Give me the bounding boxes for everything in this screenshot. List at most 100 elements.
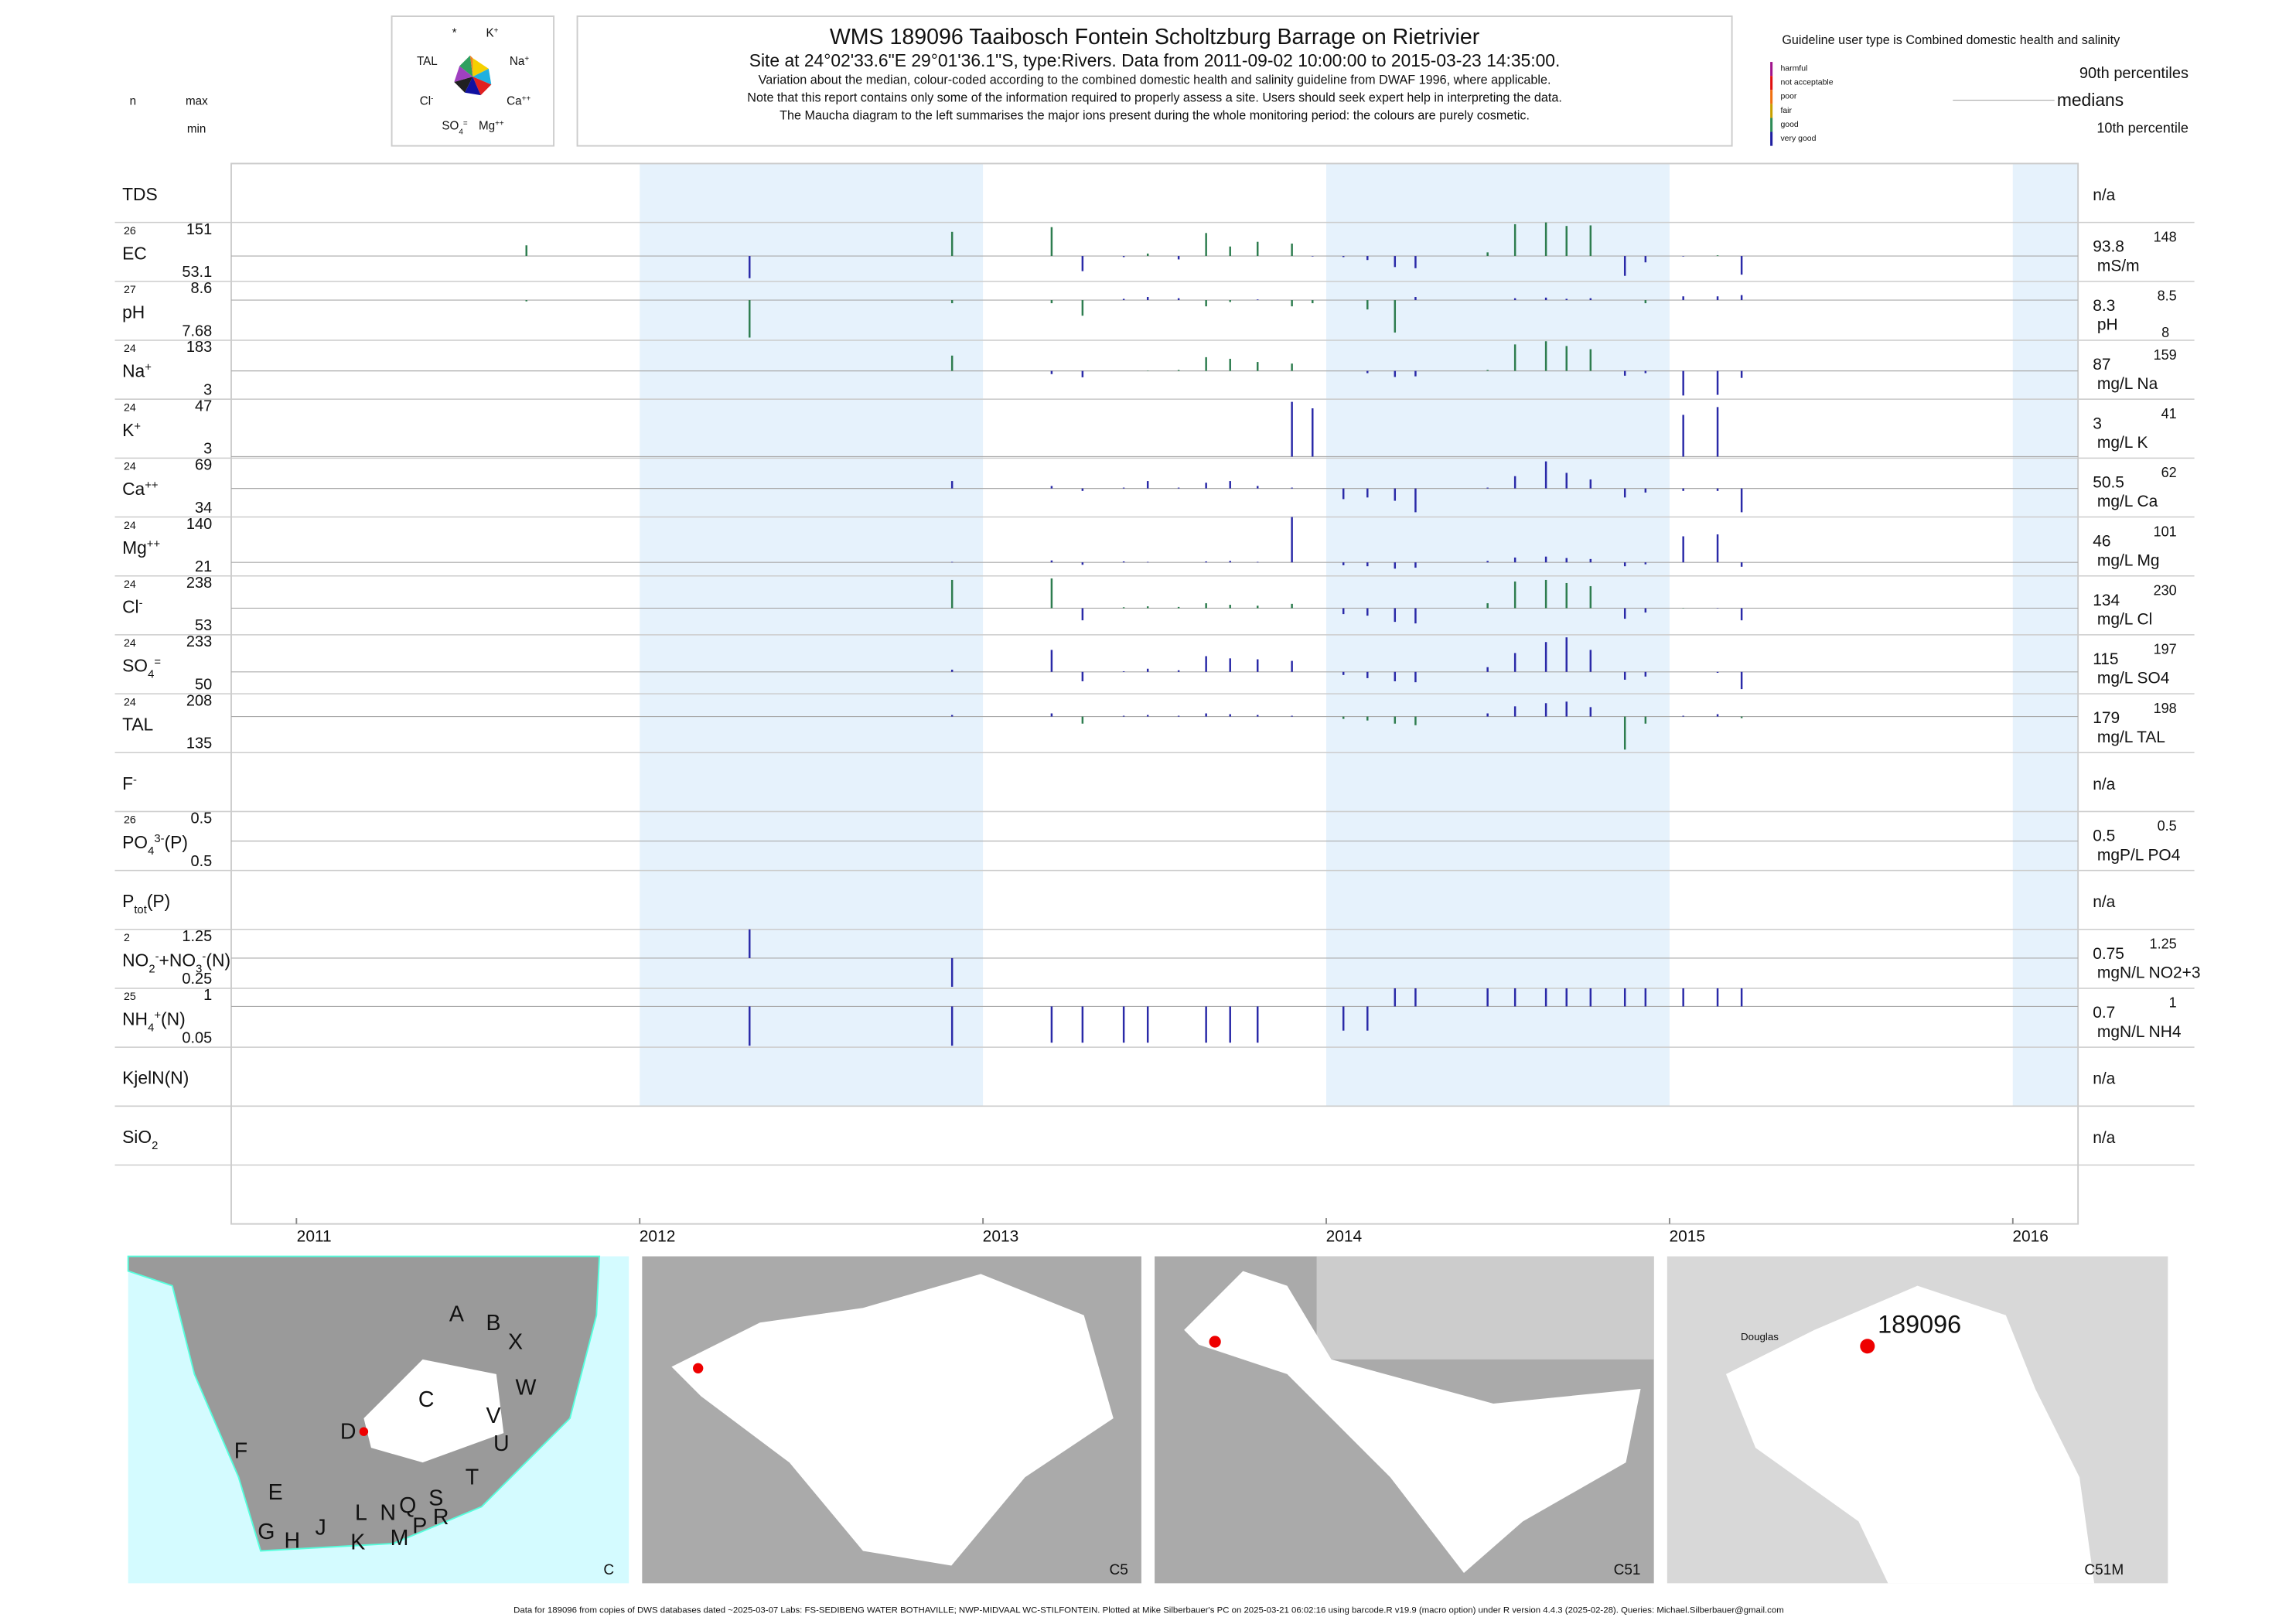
region-label: W [516,1376,537,1401]
median: 3 [2093,415,2102,432]
label: Na+ [510,54,529,68]
label-part: * [452,27,457,40]
label-part: 2 [148,963,155,975]
label-part: SO [442,120,459,133]
unit: mg/L K [2097,434,2148,452]
unit: mg/L Ca [2097,493,2158,510]
label-part: NH [122,1009,148,1029]
p90: 101 [2154,524,2177,539]
label-part: SiO [122,1127,152,1147]
max: 1.25 [182,928,212,945]
note: The Maucha diagram to the left summarise… [780,108,1530,122]
label-part: (P) [165,832,188,852]
x-tick-label: 2015 [1669,1228,1705,1246]
label-part: ++ [145,479,158,492]
legend-median: medians [2057,90,2124,110]
label-part: Na [510,55,525,68]
label-part: F [122,773,133,793]
unit: mg/L TAL [2097,728,2165,746]
label-part: (N) [206,950,230,970]
label-part: - [202,950,206,963]
label-part: 4 [459,128,463,136]
legend-class: not acceptable [1780,79,1833,87]
p90: 1.25 [2150,937,2177,952]
legend-p90: 90th percentiles [2079,65,2189,82]
n: 24 [124,578,136,591]
label: KjelN(N) [122,1068,189,1088]
label: pH [122,302,145,322]
label-part: Cl [122,596,139,616]
label-part: PO [122,832,148,852]
legend-swatch [1770,62,1773,77]
col-min: min [187,122,206,135]
region-label: M [391,1526,409,1551]
n: 24 [124,637,136,650]
label-part: +NO [159,950,196,970]
catchment [671,1274,1114,1566]
min: 0.25 [182,971,212,988]
region-label: G [258,1520,275,1544]
median: 8.3 [2093,297,2115,315]
map-caption: C51M [2084,1562,2124,1578]
p90: 1 [2169,995,2177,1011]
title-box [576,15,1733,147]
map-caption: C5 [1109,1562,1128,1578]
unit: mg/L Na [2097,375,2158,393]
catchment [1184,1271,1641,1574]
site [359,1427,369,1436]
site [1209,1336,1221,1348]
label-part: 3- [154,833,164,845]
note: Note that this report contains only some… [747,90,1562,104]
label: TDS [122,184,158,204]
region-label: R [433,1505,449,1530]
p90: 0.5 [2158,818,2177,834]
label: EC [122,243,147,263]
p90: 198 [2154,701,2177,716]
min: 34 [195,500,212,517]
label-part: KjelN(N) [122,1068,189,1088]
label-part: EC [122,243,147,263]
label: K+ [486,26,498,40]
unit: mg/L SO4 [2097,670,2170,687]
upper-area [1316,1256,1654,1360]
label-part: Mg [122,537,147,558]
max: 183 [186,339,212,356]
label: Ptot(P) [122,891,170,916]
median: 0.75 [2093,945,2124,963]
median: 46 [2093,533,2110,551]
median: 134 [2093,592,2120,609]
region-label: P [412,1514,427,1539]
maucha-sector [473,58,489,77]
label-part: Ca [507,94,522,107]
label: NH4+(N) [122,1009,186,1035]
legend-class: poor [1780,93,1796,101]
p90: 8.5 [2158,288,2177,304]
median: 50.5 [2093,473,2124,491]
p90: 41 [2161,406,2177,421]
label: K+ [122,420,141,440]
label-part: Ca [122,479,145,499]
town-label: Douglas [1741,1331,1779,1343]
legend-swatch [1770,90,1773,104]
label-part: - [431,94,433,103]
legend-class: fair [1780,107,1792,115]
label-part: (N) [161,1009,186,1029]
label: Cl- [420,94,434,108]
unit: mg/L Mg [2097,551,2160,569]
region-label: A [449,1302,464,1326]
region-label: D [340,1420,357,1445]
region-label: H [285,1529,301,1554]
map-caption: C [603,1562,614,1578]
label-part: TAL [122,715,153,735]
x-tick-label: 2013 [983,1228,1019,1246]
label: SO4= [122,656,161,681]
min: 53 [195,617,212,634]
label-part: = [463,119,468,128]
median: 179 [2093,709,2120,727]
region-label: F [234,1438,247,1463]
median: 93.8 [2093,238,2124,256]
region-label: C [418,1387,435,1412]
label: TAL [122,715,153,735]
